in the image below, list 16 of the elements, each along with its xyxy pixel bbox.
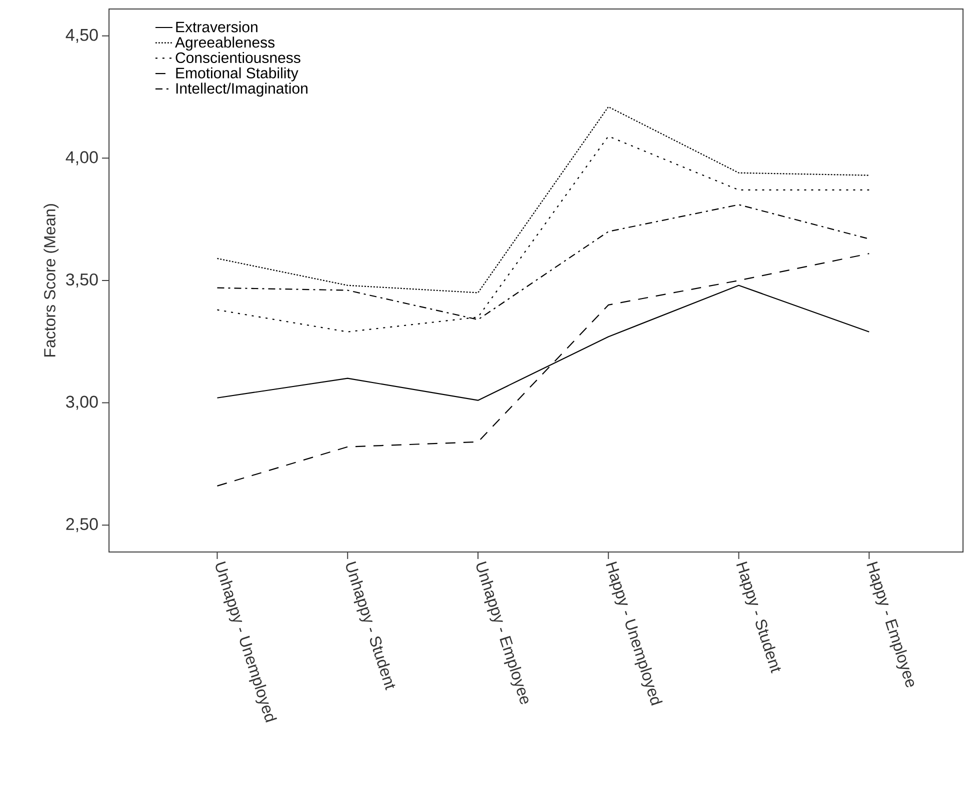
y-tick-label: 4,50 <box>66 28 98 43</box>
y-tick-label: 2,50 <box>66 518 98 532</box>
legend-label: Agreeableness <box>175 36 275 51</box>
line-series <box>216 253 870 486</box>
legend-label: Extraversion <box>176 21 258 32</box>
line-series <box>216 136 870 332</box>
legend-label: Emotional Stability <box>176 67 298 82</box>
y-axis-title: Factors Score (Mean) <box>44 204 59 357</box>
x-tick-label: Happy - Student <box>736 561 781 674</box>
legend-label: Conscientiousness <box>176 52 300 64</box>
legend-label: Intellect/Imagination <box>176 82 308 97</box>
x-tick-label: Unhappy - Student <box>346 561 396 690</box>
y-tick-label: 4,00 <box>66 151 98 166</box>
y-tick-label: 3,00 <box>66 396 98 410</box>
y-tick-label: 3,50 <box>66 273 98 288</box>
line-series <box>216 106 870 294</box>
